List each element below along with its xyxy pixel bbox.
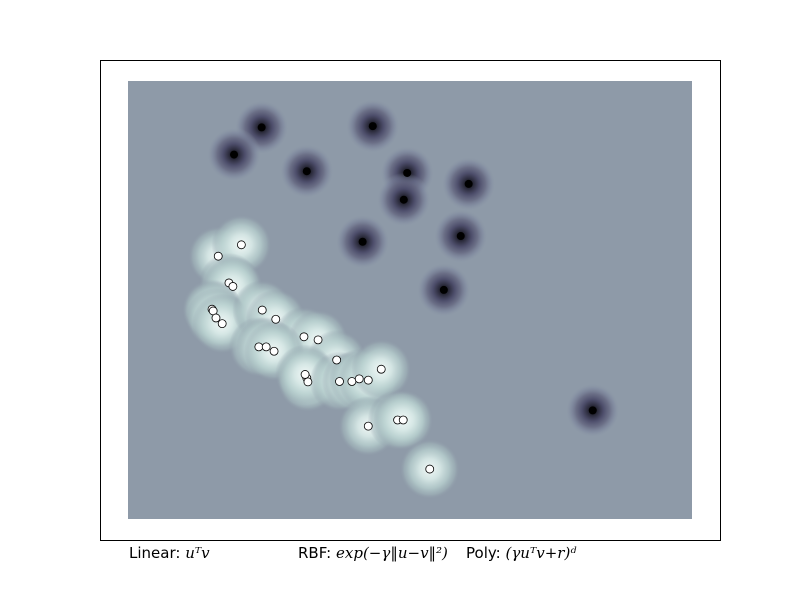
positive-peak-core — [464, 179, 473, 188]
positive-peak-core — [358, 237, 367, 246]
data-point-marker — [254, 342, 264, 352]
data-point-marker — [299, 332, 309, 342]
data-point-marker — [217, 319, 227, 329]
data-point-marker — [376, 364, 386, 374]
data-point-marker — [363, 421, 373, 431]
poly-kernel-name: Poly: — [466, 544, 501, 562]
positive-peak-core — [302, 167, 311, 176]
rbf-kernel-name: RBF: — [298, 544, 332, 562]
data-point-marker — [313, 335, 323, 345]
data-point-marker — [236, 240, 246, 250]
positive-peak-core — [230, 150, 239, 159]
data-point-marker — [332, 355, 342, 365]
poly-kernel-formula: (γuᵀv+r)ᵈ — [505, 544, 577, 562]
poly-kernel-caption: Poly: (γuᵀv+r)ᵈ — [466, 544, 576, 562]
data-point-marker — [269, 346, 279, 356]
data-point-marker — [271, 314, 281, 324]
data-point-marker — [354, 374, 364, 384]
linear-kernel-caption: Linear: uᵀv — [129, 544, 210, 562]
positive-peak-core — [456, 232, 465, 241]
data-point-marker — [300, 370, 310, 379]
positive-peak-core — [399, 195, 408, 204]
data-point-marker — [261, 342, 271, 352]
data-point-marker — [335, 377, 344, 386]
data-point-marker — [228, 282, 238, 291]
marker-layer — [207, 122, 597, 474]
positive-peak-core — [257, 123, 266, 132]
data-point-marker — [398, 415, 408, 425]
data-point-marker — [303, 377, 313, 387]
data-point-marker — [211, 313, 221, 323]
rbf-kernel-formula: exp(−γ‖u−v‖²) — [336, 544, 448, 562]
data-point-marker — [213, 251, 223, 261]
data-point-marker — [363, 375, 373, 385]
rbf-kernel-caption: RBF: exp(−γ‖u−v‖²) — [298, 544, 448, 562]
linear-kernel-name: Linear: — [129, 544, 181, 562]
positive-peak-core — [403, 168, 412, 177]
positive-peak-core — [439, 285, 448, 294]
linear-kernel-formula: uᵀv — [185, 544, 210, 562]
positive-peak-core — [588, 406, 597, 415]
data-point-marker — [425, 464, 435, 474]
data-point-marker — [257, 305, 267, 315]
data-point-marker — [347, 377, 357, 386]
positive-peak-core — [368, 122, 377, 131]
